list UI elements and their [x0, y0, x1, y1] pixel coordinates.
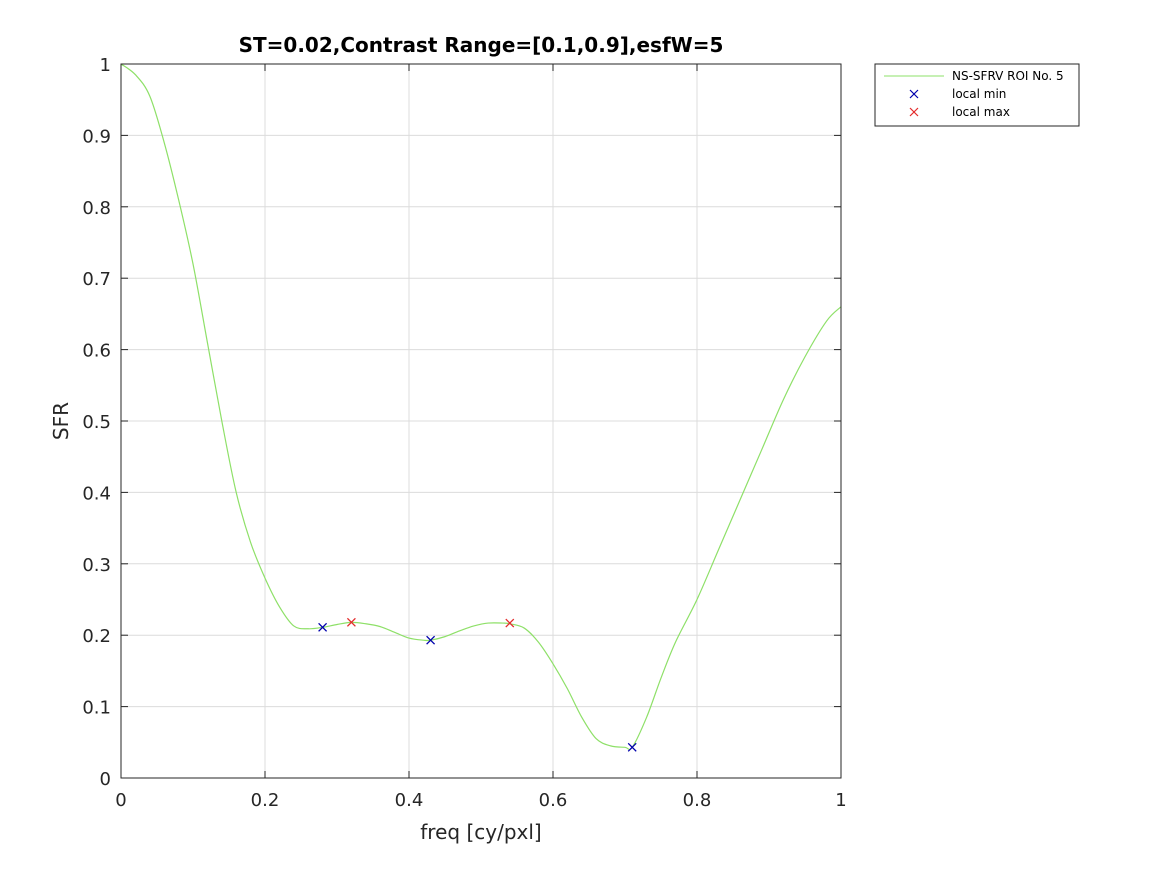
marker-local-max: [346, 617, 356, 627]
y-axis-label: SFR: [49, 402, 73, 440]
legend-local-max-marker: [909, 107, 919, 117]
axis-ticks: 0 0.2 0.4 0.6 0.8 1 0 0.1 0.2 0.3 0.4 0.5 0.6 0.7 0.8 0…: [82, 55, 846, 811]
legend: NS-SFRV ROI No. 5 local min local max: [874, 63, 1080, 127]
marker-local-min: [627, 742, 637, 752]
marker-stroke: [627, 742, 637, 752]
series-line-nssfrv-roi-5: [120, 63, 842, 751]
y-tick-label: 0.1: [82, 698, 111, 719]
y-tick-label: 0: [100, 769, 111, 790]
y-tick-label: 0.6: [82, 341, 111, 362]
legend-local-min-marker: [909, 89, 919, 99]
x-tick-label: 1: [835, 790, 846, 811]
y-tick-label: 0.3: [82, 555, 111, 576]
y-tick-label: 0.4: [82, 483, 111, 504]
series-layer: [120, 63, 842, 752]
marker-stroke: [426, 635, 436, 645]
chart-title: ST=0.02,Contrast Range=[0.1,0.9],esfW=5: [239, 33, 724, 57]
y-tick-label: 0.9: [82, 126, 111, 147]
marker-stroke: [505, 618, 515, 628]
x-tick-label: 0.8: [683, 790, 712, 811]
x-tick-label: 0.6: [539, 790, 568, 811]
marker-local-max: [505, 618, 515, 628]
marker-local-min: [318, 622, 328, 632]
marker-stroke: [318, 622, 328, 632]
y-tick-label: 0.7: [82, 269, 111, 290]
y-tick-label: 0.5: [82, 412, 111, 433]
legend-entry-series: NS-SFRV ROI No. 5: [952, 69, 1064, 83]
y-tick-label: 0.2: [82, 626, 111, 647]
y-tick-label: 0.8: [82, 198, 111, 219]
legend-box: [874, 63, 1080, 127]
x-tick-label: 0.2: [251, 790, 280, 811]
x-tick-label: 0.4: [395, 790, 424, 811]
legend-entry-local-min: local min: [952, 87, 1006, 101]
legend-entry-local-max: local max: [952, 105, 1010, 119]
x-tick-label: 0: [115, 790, 126, 811]
marker-stroke: [346, 617, 356, 627]
y-tick-label: 1: [100, 55, 111, 76]
marker-local-min: [426, 635, 436, 645]
x-axis-label: freq [cy/pxl]: [420, 820, 541, 844]
grid-lines: [121, 64, 841, 778]
